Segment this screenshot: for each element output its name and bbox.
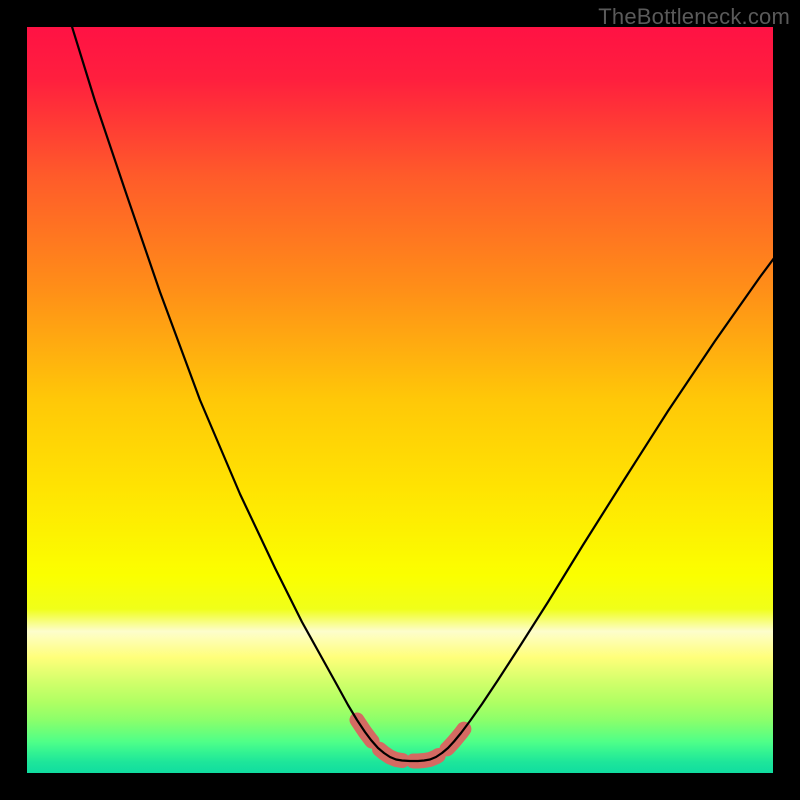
chart-svg <box>0 0 800 800</box>
watermark-text: TheBottleneck.com <box>598 4 790 30</box>
chart-canvas: TheBottleneck.com <box>0 0 800 800</box>
gradient-background <box>27 27 773 773</box>
